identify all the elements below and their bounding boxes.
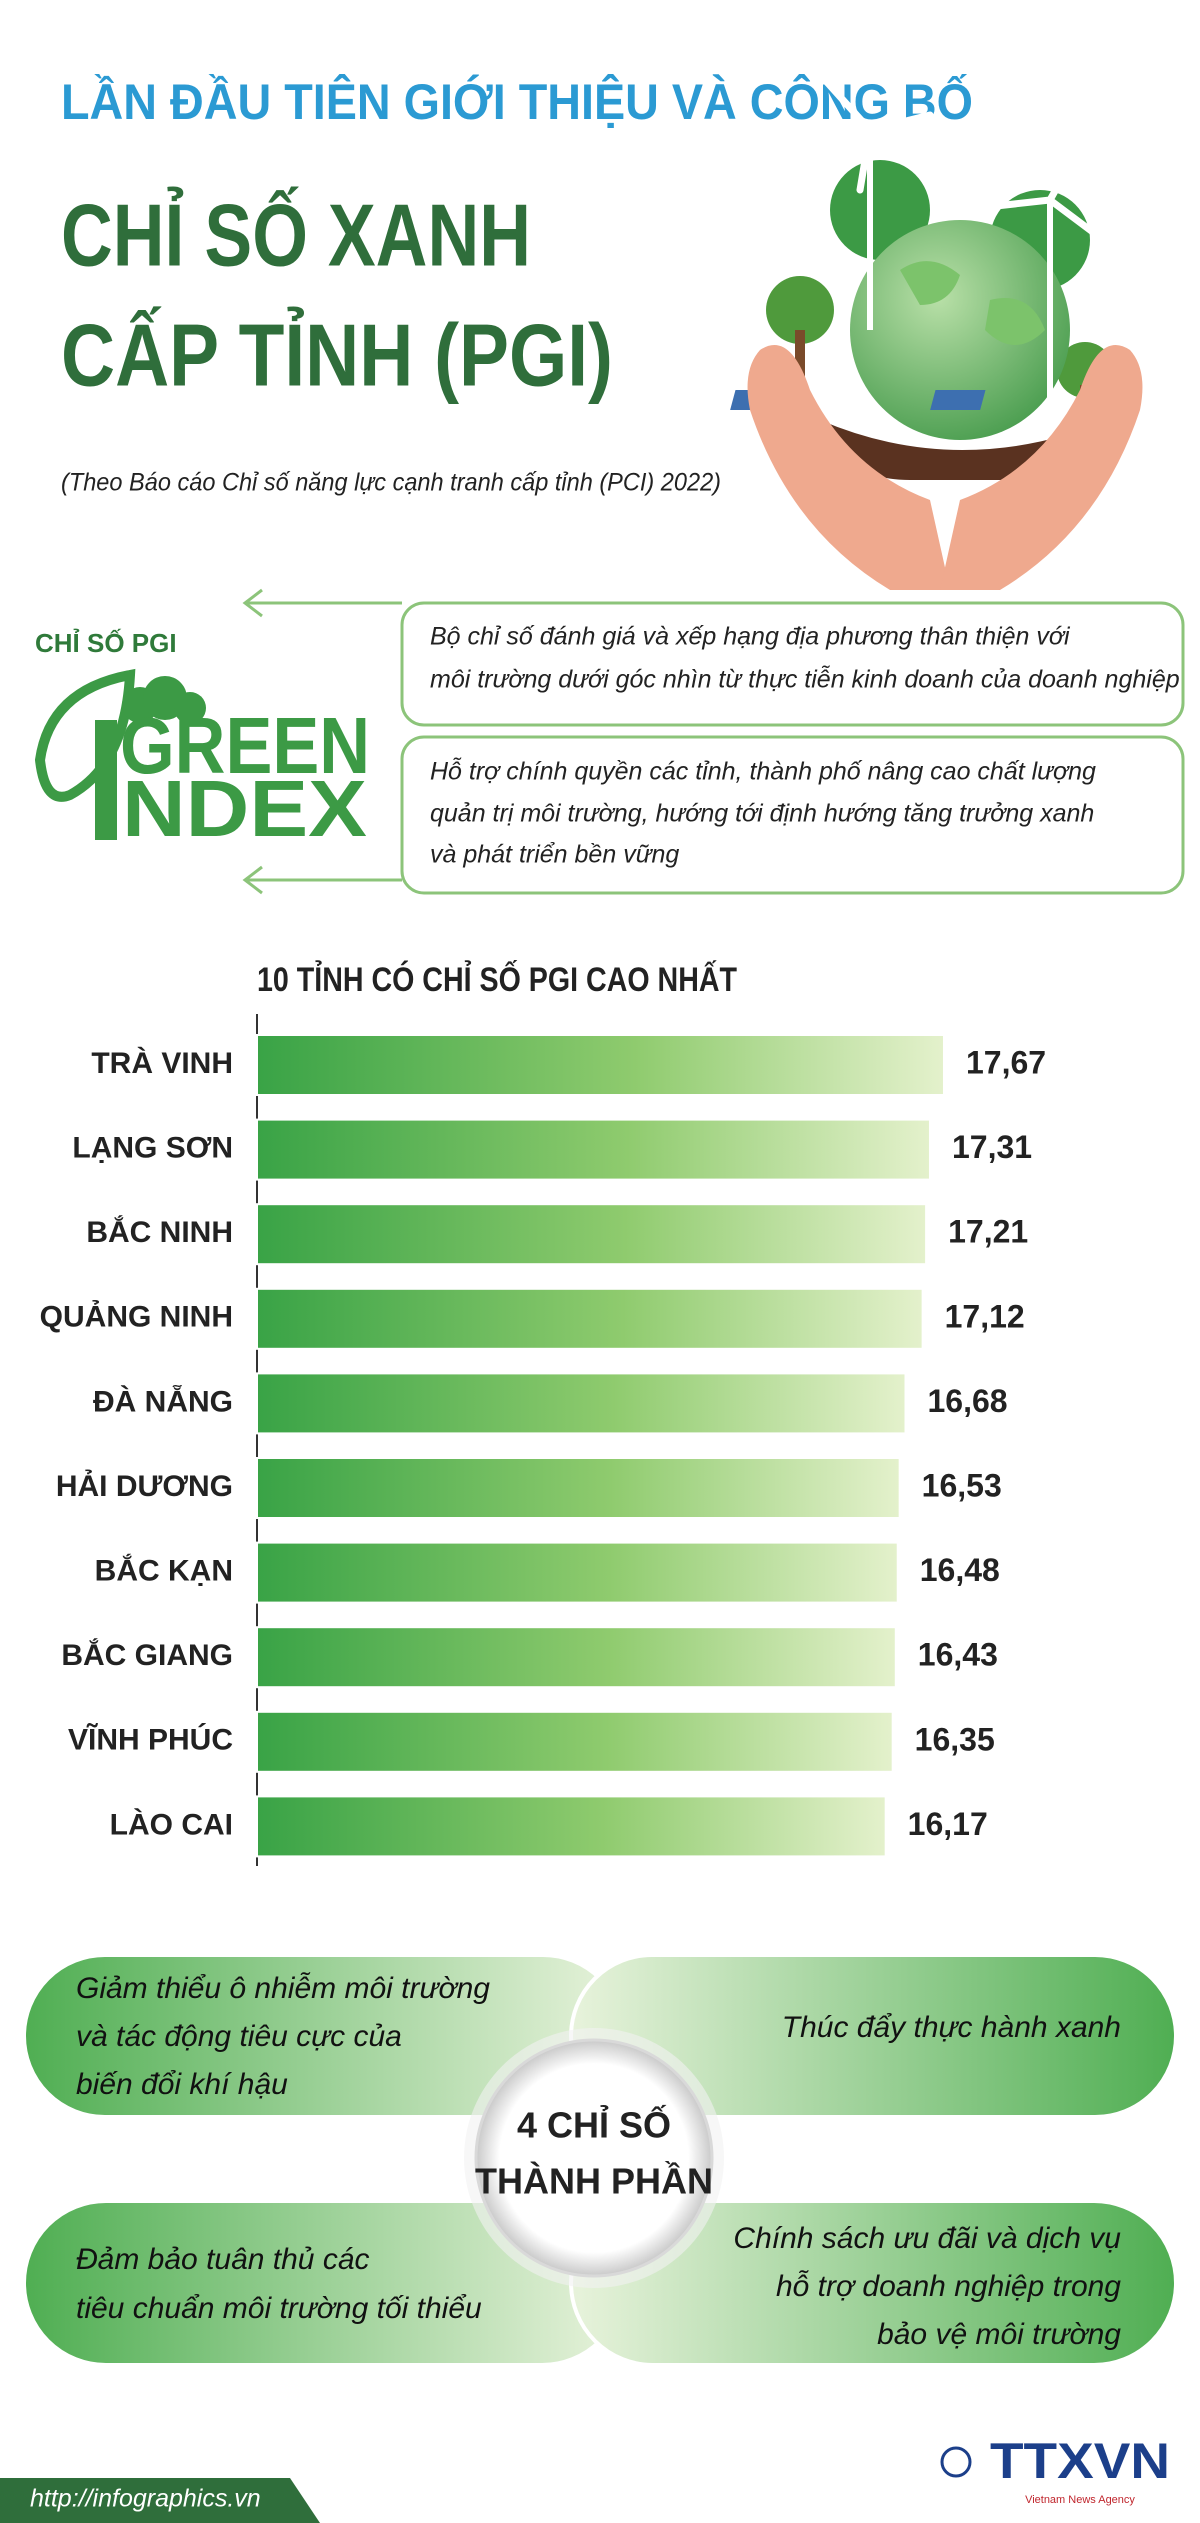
center-label: 4 CHỈ SỐ [517,2104,671,2146]
center-label: THÀNH PHẦN [475,2161,713,2202]
value-label: 16,53 [922,1467,1002,1503]
value-label: 17,31 [952,1129,1032,1165]
bar [256,1541,899,1604]
description: Bộ chỉ số đánh giá và xếp hạng địa phươn… [430,623,1071,651]
components [22,1953,1178,2367]
category-label: BẮC KẠN [95,1554,233,1588]
value-label: 16,48 [920,1552,1000,1588]
component-text: biến đổi khí hậu [76,2068,288,2101]
category-label: HẢI DƯƠNG [56,1469,233,1503]
category-label: QUẢNG NINH [40,1300,233,1334]
component-text: hỗ trợ doanh nghiệp trong [776,2270,1121,2303]
category-label: ĐÀ NẴNG [93,1383,233,1418]
value-label: 17,12 [945,1298,1025,1334]
category-label: VĨNH PHÚC [68,1723,233,1757]
bar [256,1203,928,1266]
footer-logo: TTXVN [990,2433,1170,2489]
illustration [730,76,1143,590]
footer-band [0,2478,320,2523]
category-label: LẠNG SƠN [72,1132,233,1165]
value-label: 16,17 [908,1806,988,1842]
footer-url: http://infographics.vn [30,2485,261,2513]
value-label: 16,43 [918,1637,998,1673]
bar [256,1710,894,1773]
value-label: 16,35 [915,1721,995,1757]
category-label: LÀO CAI [110,1807,233,1841]
value-label: 16,68 [928,1383,1008,1419]
bar [256,1034,945,1096]
component-text: Giảm thiểu ô nhiễm môi trường [76,1972,490,2005]
component-text: Đảm bảo tuân thủ các [76,2243,370,2276]
title: CHỈ SỐ XANH [61,185,531,284]
description: môi trường dưới góc nhìn từ thực tiễn ki… [430,665,1180,694]
source: (Theo Báo cáo Chỉ số năng lực cạnh tranh… [61,469,721,497]
value-label: 17,21 [948,1214,1028,1250]
logo-text: NDEX [122,764,367,853]
bar [256,1287,924,1350]
bar [256,1626,897,1689]
green-index-logo: GREEN NDEX [34,668,370,853]
description: quản trị môi trường, hướng tới định hướn… [430,800,1094,828]
category-label: BẮC GIANG [61,1638,233,1672]
component-text: tiêu chuẩn môi trường tối thiểu [76,2292,482,2325]
bar [256,1795,887,1858]
component-text: bảo vệ môi trường [877,2318,1121,2351]
description: và phát triển bền vững [430,841,679,869]
connectors [242,588,1185,895]
component-items: Giảm thiểu ô nhiễm môi trường và tác động… [76,1972,1121,2351]
pgi-label: CHỈ SỐ PGI [35,628,177,658]
category-label: TRÀ VINH [91,1046,233,1080]
bar [256,1457,901,1519]
bar-chart: TRÀ VINH 17,67 LẠNG SƠN 17,31 BẮC NINH 17,21 Q… [40,1034,1046,1858]
component-text: và tác động tiêu cực của [76,2020,402,2053]
logo-text: GREEN [120,701,370,790]
title: CẤP TỈNH (PGI) [61,305,613,404]
bar [256,1372,907,1435]
category-label: BẮC NINH [86,1215,233,1249]
component-text: Chính sách ưu đãi và dịch vụ [733,2222,1121,2255]
value-label: 17,67 [966,1044,1046,1080]
copyright-icon [940,2446,972,2478]
kicker: LẦN ĐẦU TIÊN GIỚI THIỆU VÀ CÔNG BỐ [61,73,973,130]
bar [256,1118,932,1181]
footer-agency: Vietnam News Agency [1025,2494,1135,2506]
chart-title: 10 TỈNH CÓ CHỈ SỐ PGI CAO NHẤT [257,960,737,999]
component-text: Thúc đẩy thực hành xanh [782,2011,1121,2044]
description: Hỗ trợ chính quyền các tỉnh, thành phố n… [430,757,1096,786]
